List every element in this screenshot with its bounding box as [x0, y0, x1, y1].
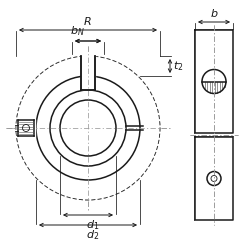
- Circle shape: [202, 70, 226, 94]
- Polygon shape: [81, 54, 95, 90]
- Text: $d_1$: $d_1$: [86, 218, 100, 232]
- Text: $d_2$: $d_2$: [86, 228, 100, 242]
- Polygon shape: [195, 30, 233, 133]
- Text: $b_N$: $b_N$: [70, 24, 85, 38]
- Text: b: b: [210, 9, 218, 19]
- Text: $t_2$: $t_2$: [173, 59, 184, 73]
- Polygon shape: [195, 137, 233, 220]
- Polygon shape: [17, 119, 35, 137]
- Text: R: R: [84, 17, 92, 27]
- Circle shape: [16, 56, 160, 200]
